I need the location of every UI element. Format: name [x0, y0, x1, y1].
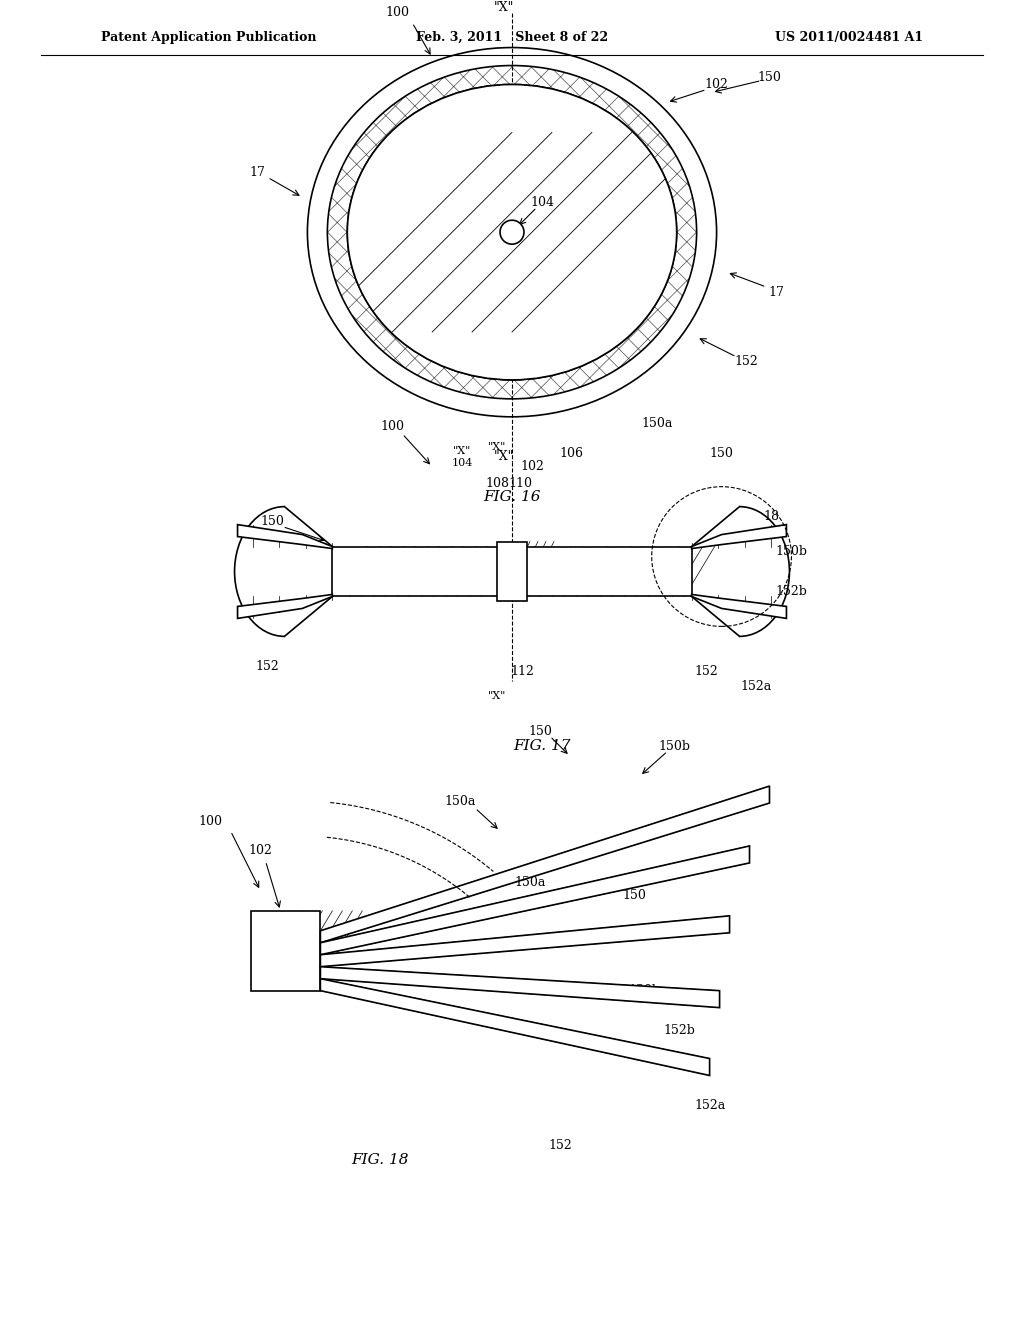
Text: FIG. 16: FIG. 16 [483, 490, 541, 504]
Bar [251, 911, 321, 991]
Polygon shape [321, 916, 729, 966]
Text: 150: 150 [710, 447, 733, 461]
Text: 152: 152 [734, 355, 759, 368]
Text: "X": "X" [494, 1, 514, 15]
Text: 152b: 152b [664, 1024, 695, 1038]
Text: 152: 152 [694, 665, 719, 677]
Text: 104: 104 [530, 195, 554, 209]
Text: 112: 112 [510, 665, 534, 677]
Polygon shape [321, 787, 769, 942]
Bar [497, 541, 527, 602]
Text: "X": "X" [487, 692, 506, 701]
Circle shape [500, 220, 524, 244]
Text: 152b: 152b [775, 585, 807, 598]
Text: 150: 150 [528, 725, 552, 738]
Polygon shape [691, 524, 786, 549]
Text: Feb. 3, 2011   Sheet 8 of 22: Feb. 3, 2011 Sheet 8 of 22 [416, 32, 608, 44]
Text: 152a: 152a [694, 1100, 725, 1111]
Polygon shape [238, 594, 333, 618]
Text: 17: 17 [769, 285, 784, 298]
Text: 150b: 150b [658, 739, 690, 752]
Text: US 2011/0024481 A1: US 2011/0024481 A1 [775, 32, 924, 44]
Text: 102: 102 [705, 78, 728, 91]
Text: 150a: 150a [444, 795, 476, 808]
Text: "X"
104: "X" 104 [452, 446, 473, 467]
Polygon shape [238, 524, 333, 549]
Text: 110: 110 [508, 478, 532, 490]
Text: "X": "X" [487, 442, 506, 451]
Text: 152a: 152a [741, 680, 772, 693]
Text: 150: 150 [623, 890, 647, 903]
Text: 150: 150 [260, 515, 285, 528]
Ellipse shape [347, 84, 677, 380]
Text: FIG. 18: FIG. 18 [351, 1154, 409, 1167]
Text: 102: 102 [520, 461, 544, 473]
Polygon shape [691, 594, 786, 618]
Text: 17: 17 [250, 166, 265, 178]
Text: 152: 152 [548, 1139, 571, 1152]
Polygon shape [321, 846, 750, 954]
Text: 150b: 150b [629, 985, 660, 997]
Text: 150a: 150a [641, 417, 673, 430]
Text: 152: 152 [256, 660, 280, 673]
Bar [333, 546, 691, 597]
Text: 106: 106 [560, 447, 584, 461]
Polygon shape [321, 966, 720, 1007]
Text: "X": "X" [494, 450, 514, 463]
Text: 150a: 150a [514, 876, 546, 890]
Text: 100: 100 [385, 7, 410, 18]
Text: 108: 108 [485, 478, 509, 490]
Text: 100: 100 [380, 420, 404, 433]
Polygon shape [321, 978, 710, 1076]
Text: 150: 150 [758, 71, 781, 84]
Text: 100: 100 [199, 814, 222, 828]
Text: 150b: 150b [775, 545, 808, 558]
Text: FIG. 17: FIG. 17 [513, 739, 570, 754]
Text: 18: 18 [764, 510, 779, 523]
Text: Patent Application Publication: Patent Application Publication [100, 32, 316, 44]
Text: 102: 102 [249, 845, 272, 858]
